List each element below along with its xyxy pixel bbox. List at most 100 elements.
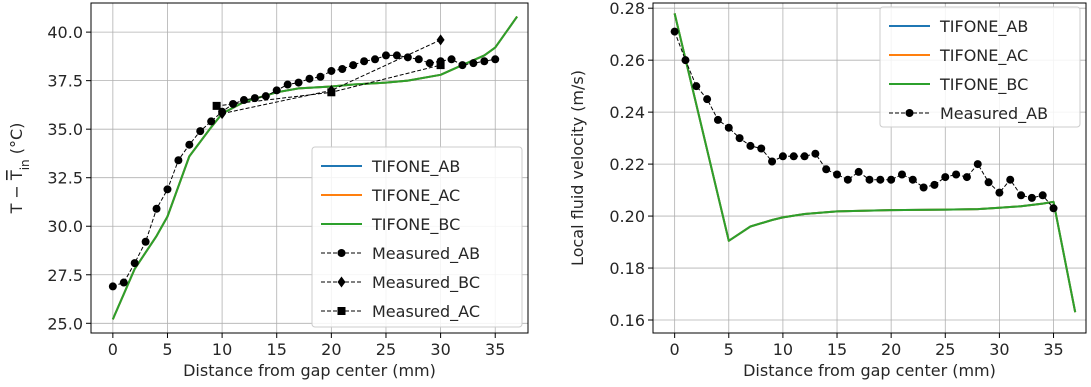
legend-label-tifone-ac: TIFONE_AC [939,46,1028,66]
data-point-measured-ab [283,80,292,89]
legend-marker-measured-bc [337,276,346,288]
data-point-measured-ab [403,53,412,62]
y-tick-label: 40.0 [47,23,83,42]
velocity-chart-ticks: 0 5 10 15 20 25 30 35 0.16 0.18 0.20 0.22 0.24 0.26 0.… [609,0,1063,359]
y-tick-label: 0.26 [609,51,645,70]
legend-box [879,6,1081,128]
data-point-measured-ab [973,160,982,169]
data-point-measured-ab [670,27,679,36]
x-tick-label: 20 [321,340,341,359]
x-tick-label: 25 [376,340,396,359]
legend-label-tifone-bc: TIFONE_BC [939,75,1028,95]
temperature-chart-series [108,16,518,320]
data-point-measured-ab [1027,193,1036,202]
data-point-measured-ab [692,82,701,91]
y-axis-label-subscript: in [18,159,32,170]
x-tick-label: 5 [724,340,734,359]
velocity-chart-series [670,13,1077,313]
data-point-measured-ab [962,173,971,182]
y-tick-label: 32.5 [47,169,83,188]
data-point-measured-ab [294,78,303,87]
data-point-measured-ab [272,86,281,95]
temperature-chart: 0 5 10 15 20 25 30 35 25.0 27.5 30.0 32.5 35.0 37.5 40… [7,2,529,380]
data-point-measured-ab [681,56,690,65]
data-point-measured-ab [152,204,161,213]
data-point-measured-ab [163,185,172,194]
y-axis-label-main: T − [7,180,26,214]
data-point-measured-ab [800,152,809,161]
data-point-measured-ab [919,183,928,192]
y-axis-label-overline: T [7,170,26,181]
x-tick-label: 35 [485,340,505,359]
data-point-measured-ab [338,65,347,73]
data-point-measured-ab [458,61,467,70]
data-point-measured-ab [229,99,238,108]
legend-marker-measured-ab [337,249,346,257]
y-tick-label: 0.16 [609,311,645,330]
legend-label-tifone-ab: TIFONE_AB [371,157,460,177]
temperature-chart-frame [90,2,529,334]
data-point-measured-ab [1006,175,1015,184]
data-point-measured-ac [327,88,336,97]
data-point-measured-ab [822,165,831,174]
x-tick-label: 35 [1043,340,1063,359]
velocity-chart-frame [652,2,1087,334]
temperature-chart-ticks: 0 5 10 15 20 25 30 35 25.0 27.5 30.0 32.5 35.0 37.5 40… [47,23,505,359]
data-point-measured-ab [778,152,787,161]
data-point-measured-ab [174,156,183,165]
data-point-measured-ab [724,123,733,132]
data-point-measured-ab [1049,204,1058,213]
temperature-chart-x-axis-label: Distance from gap center (mm) [183,361,436,380]
data-point-measured-bc [218,108,227,120]
data-point-measured-ab [425,59,434,68]
data-point-measured-ab [250,94,259,103]
data-point-measured-ab [381,51,390,60]
y-tick-label: 30.0 [47,217,83,236]
data-point-measured-ab [908,175,917,184]
data-point-measured-ab [392,51,401,60]
data-point-measured-ab [713,115,722,124]
x-tick-label: 0 [108,340,118,359]
y-tick-label: 0.20 [609,207,645,226]
legend-label-measured-ab: Measured_AB [940,104,1048,124]
data-point-measured-ab [952,170,961,179]
x-tick-label: 5 [162,340,172,359]
series-line-tifone-bc [673,13,1077,313]
x-tick-label: 0 [670,340,680,359]
legend-marker-measured-ab [905,109,914,117]
data-point-measured-ab [130,259,139,268]
data-point-measured-ab [930,180,939,189]
velocity-chart-x-axis-label: Distance from gap center (mm) [743,361,996,380]
data-point-measured-ab [108,282,117,291]
y-axis-label-unit: (°C) [7,123,26,160]
data-point-measured-ab [261,92,270,101]
data-point-measured-ab [768,157,777,166]
data-point-measured-ac [212,101,221,110]
data-point-measured-ab [316,72,325,81]
data-point-measured-ab [876,175,885,184]
x-tick-label: 25 [935,340,955,359]
y-tick-label: 0.22 [609,155,645,174]
temperature-chart-legend: TIFONE_AB TIFONE_AC TIFONE_BC Measured_AB Me… [311,146,523,328]
x-tick-label: 15 [267,340,287,359]
data-point-measured-bc [436,34,445,46]
y-tick-label: 37.5 [47,72,83,91]
data-point-measured-ab [480,57,489,66]
legend-label-measured-ac: Measured_AC [372,302,480,322]
x-tick-label: 15 [827,340,847,359]
legend-label-tifone-ac: TIFONE_AC [371,186,460,206]
data-point-measured-ab [746,141,755,150]
legend-label-measured-ab: Measured_AB [372,244,480,264]
velocity-chart-legend: TIFONE_AB TIFONE_AC TIFONE_BC Measured_AB [879,6,1081,128]
legend-box [311,146,523,328]
data-point-measured-ab [854,167,863,176]
data-point-measured-ab [469,59,478,68]
data-point-measured-ab [897,170,906,179]
data-point-measured-ab [371,55,380,64]
data-point-measured-ab [360,57,369,66]
legend-label-measured-bc: Measured_BC [372,273,480,293]
data-point-measured-ab [305,74,314,83]
y-tick-label: 35.0 [47,120,83,139]
data-point-measured-ab [239,96,248,105]
